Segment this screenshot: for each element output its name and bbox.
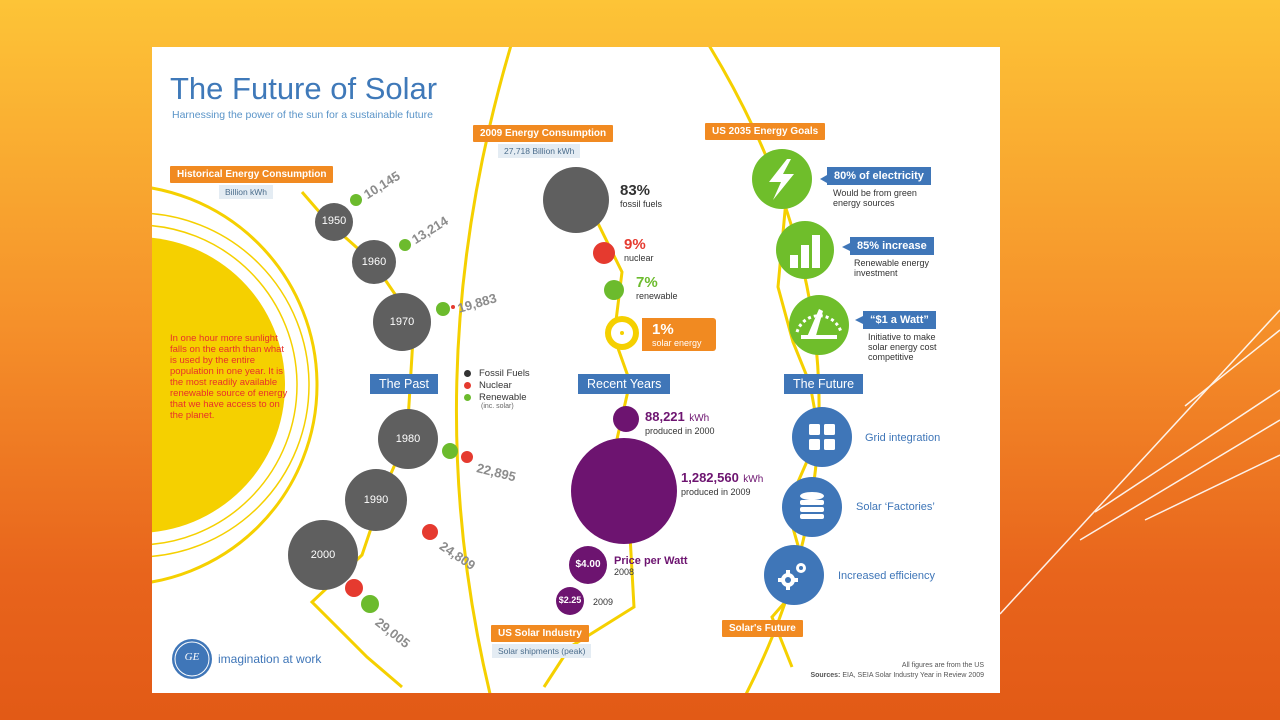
energy-legend: Fossil Fuels Nuclear Renewable (inc. sol… — [464, 367, 530, 410]
sun-fact-text: In one hour more sunlight falls on the e… — [170, 333, 288, 421]
ge-tagline: imagination at work — [218, 652, 322, 666]
the-past-label: The Past — [370, 374, 439, 394]
decade-label-1990: 1990 — [363, 494, 389, 506]
decade-label-1980: 1980 — [395, 433, 421, 445]
decade-circles — [288, 203, 438, 590]
fossil-share: 83% fossil fuels — [620, 182, 663, 209]
decade-circle-1990 — [345, 469, 407, 531]
goal3-title: “$1 a Watt” — [863, 311, 936, 329]
decade-circle-2000 — [288, 520, 358, 590]
fossil-fuels-circle — [543, 167, 609, 233]
sun-halo-inner — [152, 224, 298, 546]
infographic: The Future of Solar Harnessing the power… — [152, 47, 1000, 693]
recent-years-label: Recent Years — [578, 374, 671, 394]
sun — [152, 237, 285, 533]
goal1-desc: Would be from green energy sources — [833, 188, 917, 208]
the-future-label: The Future — [784, 374, 864, 394]
goal1-title: 80% of electricity — [827, 167, 931, 185]
sun-halo-outer — [152, 212, 310, 558]
lightning-icon — [769, 159, 794, 200]
decade-circle-1960 — [352, 240, 396, 284]
us-2035-goals-header: US 2035 Energy Goals — [705, 123, 826, 140]
database-icon — [800, 492, 824, 519]
price-2008-value: $4.00 — [575, 559, 601, 570]
solars-future-footer: Solar's Future — [722, 620, 803, 637]
infographic-title: The Future of Solar — [170, 71, 438, 106]
decade-circle-1970 — [373, 293, 431, 351]
production-2009-circle — [571, 438, 677, 544]
bar-chart-icon — [790, 235, 820, 268]
solar-share: 1% solar energy — [642, 318, 716, 351]
goal3-desc: Initiative to make solar energy cost compe… — [868, 332, 937, 362]
consumption-2009-header: 2009 Energy Consumption — [473, 125, 614, 142]
historical-consumption-header: Historical Energy Consumption — [170, 166, 334, 183]
increased-efficiency-label: Increased efficiency — [838, 570, 936, 582]
us-solar-industry-footer: US Solar Industry — [491, 625, 589, 642]
decade-label-1950: 1950 — [321, 215, 347, 227]
sources-note: All figures are from the US Sources: EIA… — [810, 662, 984, 679]
goal2-title: 85% increase — [850, 237, 934, 255]
price-per-watt: Price per Watt 2008 — [614, 555, 688, 577]
ge-logo — [172, 639, 212, 679]
decade-circle-1980 — [378, 409, 438, 469]
historical-unit: Billion kWh — [219, 185, 274, 199]
grid-integration-label: Grid integration — [865, 432, 941, 444]
decade-dots — [345, 194, 473, 613]
infographic-graphics — [152, 47, 863, 693]
nuclear-circle — [593, 242, 615, 264]
decade-label-2000: 2000 — [310, 549, 336, 561]
decade-label-1970: 1970 — [389, 316, 415, 328]
consumption-2009-total: 27,718 Billion kWh — [498, 144, 581, 158]
infographic-subtitle: Harnessing the power of the sun for a su… — [172, 109, 433, 121]
nuclear-share: 9% nuclear — [624, 236, 654, 263]
price-2008-circle — [569, 546, 607, 584]
item1-circle — [792, 407, 852, 467]
solar-shipments-label: Solar shipments (peak) — [492, 644, 592, 658]
price-2009-value: $2.25 — [558, 595, 582, 605]
decade-circle-1950 — [315, 203, 353, 241]
solar-factories-label: Solar ‘Factories’ — [856, 501, 935, 513]
decade-label-1960: 1960 — [361, 256, 387, 268]
price-2009-year: 2009 — [593, 597, 614, 607]
grid-icon — [809, 424, 835, 450]
goal2-desc: Renewable energy investment — [854, 258, 930, 278]
renewable-circle — [604, 280, 624, 300]
production-2000: 88,221 kWh produced in 2000 — [645, 409, 715, 436]
sun-orbit-ring — [152, 186, 319, 584]
ge-logo-mark: GE — [184, 651, 200, 663]
production-2009: 1,282,560 kWh produced in 2009 — [681, 470, 764, 497]
price-2009-circle — [556, 587, 584, 615]
item3-circle — [764, 545, 824, 605]
gears-icon — [778, 563, 806, 590]
gauge-icon — [795, 309, 843, 339]
renewable-share: 7% renewable — [636, 274, 678, 301]
production-2000-circle — [613, 406, 639, 432]
